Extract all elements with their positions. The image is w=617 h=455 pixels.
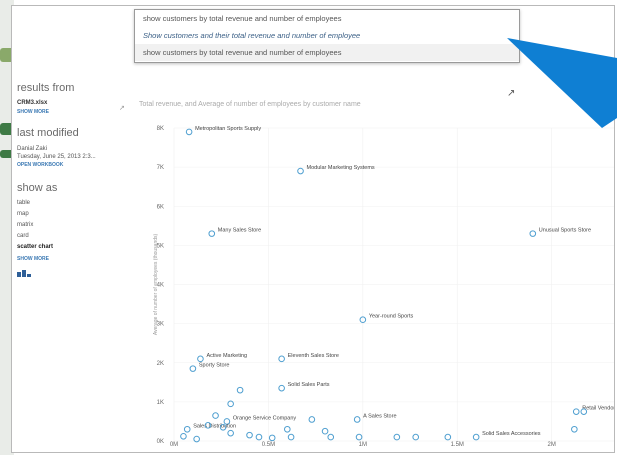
qa-suggestion-item[interactable]: show customers by total revenue and numb…	[135, 44, 519, 61]
x-tick-label: 0M	[170, 442, 178, 448]
x-tick-label: 2M	[548, 442, 556, 448]
data-point	[219, 424, 227, 431]
data-point	[444, 433, 452, 441]
expand-pane-icon[interactable]: ↗	[119, 105, 125, 112]
data-point-label: A Sales Store	[363, 413, 396, 419]
desktop-background	[0, 0, 14, 455]
data-point	[227, 400, 234, 408]
y-tick-label: 5K	[157, 243, 164, 249]
y-tick-label: 7K	[157, 165, 164, 171]
data-point-label: Many Sales Store	[218, 228, 261, 234]
qa-suggestion-item[interactable]: Show customers and their total revenue a…	[143, 31, 361, 40]
show-as-heading: show as	[17, 182, 58, 194]
y-tick-label: 2K	[157, 361, 164, 367]
data-point-label: Eleventh Sales Store	[288, 353, 339, 359]
y-tick-label: 1K	[157, 400, 164, 406]
y-tick-label: 3K	[157, 322, 164, 328]
x-tick-label: 0.5M	[262, 442, 275, 448]
author-name: Danial Zaki	[17, 146, 48, 152]
desktop-background-shape	[0, 48, 14, 62]
qa-suggestions-dropdown[interactable]: show customers by total revenue and numb…	[134, 9, 520, 63]
scatter-chart: 0K 1K 2K 3K 4K 5K 6K 7K 8K 0M 0.5M 1M 1.5M 2M Average …	[127, 116, 614, 452]
data-point	[321, 427, 329, 435]
data-point	[529, 230, 537, 237]
mouse-cursor-icon: ↗	[507, 88, 516, 99]
show-as-option[interactable]: map	[17, 211, 29, 217]
data-point	[189, 365, 197, 372]
app-window: show customers by total revenue and numb…	[11, 5, 615, 453]
data-point	[355, 433, 363, 441]
data-point	[183, 425, 191, 433]
source-file-name[interactable]: CRM3.xlsx	[17, 100, 48, 106]
y-tick-label: 4K	[157, 283, 164, 289]
y-tick-label: 8K	[157, 126, 164, 132]
callout-arrow-icon	[507, 38, 617, 128]
data-point	[359, 316, 367, 324]
data-point-label: Solid Sales Accessories	[482, 431, 541, 437]
data-point	[571, 425, 578, 433]
data-point-label: Sporty Store	[199, 363, 230, 369]
y-tick-label: 0K	[157, 439, 164, 445]
data-point-label: Year-round Sports	[369, 314, 414, 320]
data-point	[472, 433, 480, 441]
data-point	[204, 422, 212, 429]
data-point	[212, 412, 219, 419]
data-point	[246, 431, 253, 439]
data-point	[278, 384, 285, 392]
data-point	[353, 416, 361, 423]
data-point	[193, 435, 200, 443]
data-point	[393, 433, 401, 441]
data-point-label: Orange Service Company	[233, 415, 297, 421]
data-point-label: Active Marketing	[206, 353, 247, 359]
data-point	[327, 433, 335, 441]
show-as-option[interactable]: matrix	[17, 222, 34, 228]
y-tick-label: 6K	[157, 204, 164, 210]
data-point	[278, 355, 285, 363]
open-workbook-link[interactable]: OPEN WORKBOOK	[17, 162, 64, 168]
data-point	[223, 418, 231, 425]
left-pane: results from CRM3.xlsx SHOW MORE last mo…	[17, 82, 127, 277]
data-point-label: Modular Marketing Systems	[307, 165, 375, 171]
show-as-option[interactable]: card	[17, 233, 29, 239]
data-point	[255, 433, 263, 441]
show-more-link[interactable]: SHOW MORE	[17, 109, 49, 115]
last-modified-heading: last modified	[17, 127, 79, 139]
data-point	[572, 408, 580, 415]
show-more-link[interactable]: SHOW MORE	[17, 256, 49, 262]
data-point	[185, 128, 193, 136]
data-point	[297, 167, 304, 175]
data-point	[287, 433, 295, 441]
scatter-chart-svg: 0K 1K 2K 3K 4K 5K 6K 7K 8K 0M 0.5M 1M 1.5M 2M Average …	[153, 126, 614, 448]
desktop-background-shape	[0, 150, 14, 158]
data-point	[412, 433, 420, 441]
results-from-heading: results from	[17, 82, 75, 94]
data-point-label: Solid Sales Parts	[288, 382, 330, 388]
qa-suggestion-item[interactable]: show customers by total revenue and numb…	[143, 14, 342, 23]
y-axis-label: Average of number of employees (thousand…	[153, 233, 159, 335]
modified-date: Tuesday, June 25, 2013 2:3...	[17, 154, 96, 160]
data-point	[284, 425, 291, 433]
x-tick-label: 1.5M	[451, 442, 464, 448]
data-point	[208, 230, 216, 237]
powerbi-logo-icon	[17, 270, 127, 277]
data-point	[197, 355, 204, 363]
data-point	[268, 434, 276, 442]
show-as-option[interactable]: table	[17, 200, 31, 206]
chart-title: Total revenue, and Average of number of …	[139, 101, 361, 108]
data-point-label: Retail Vendors Ltd.	[582, 406, 614, 412]
show-as-option-selected[interactable]: scatter chart	[17, 244, 54, 250]
data-point-label: Metropolitan Sports Supply	[195, 126, 261, 132]
data-point	[180, 433, 187, 440]
data-point	[308, 416, 316, 423]
data-point	[227, 429, 234, 437]
data-point	[236, 386, 244, 394]
data-point	[580, 408, 588, 415]
data-point-label: Sales Distribution	[193, 423, 236, 429]
data-point-label: Unusual Sports Store	[539, 228, 591, 234]
desktop-background-shape	[0, 123, 14, 135]
x-tick-label: 1M	[359, 442, 367, 448]
